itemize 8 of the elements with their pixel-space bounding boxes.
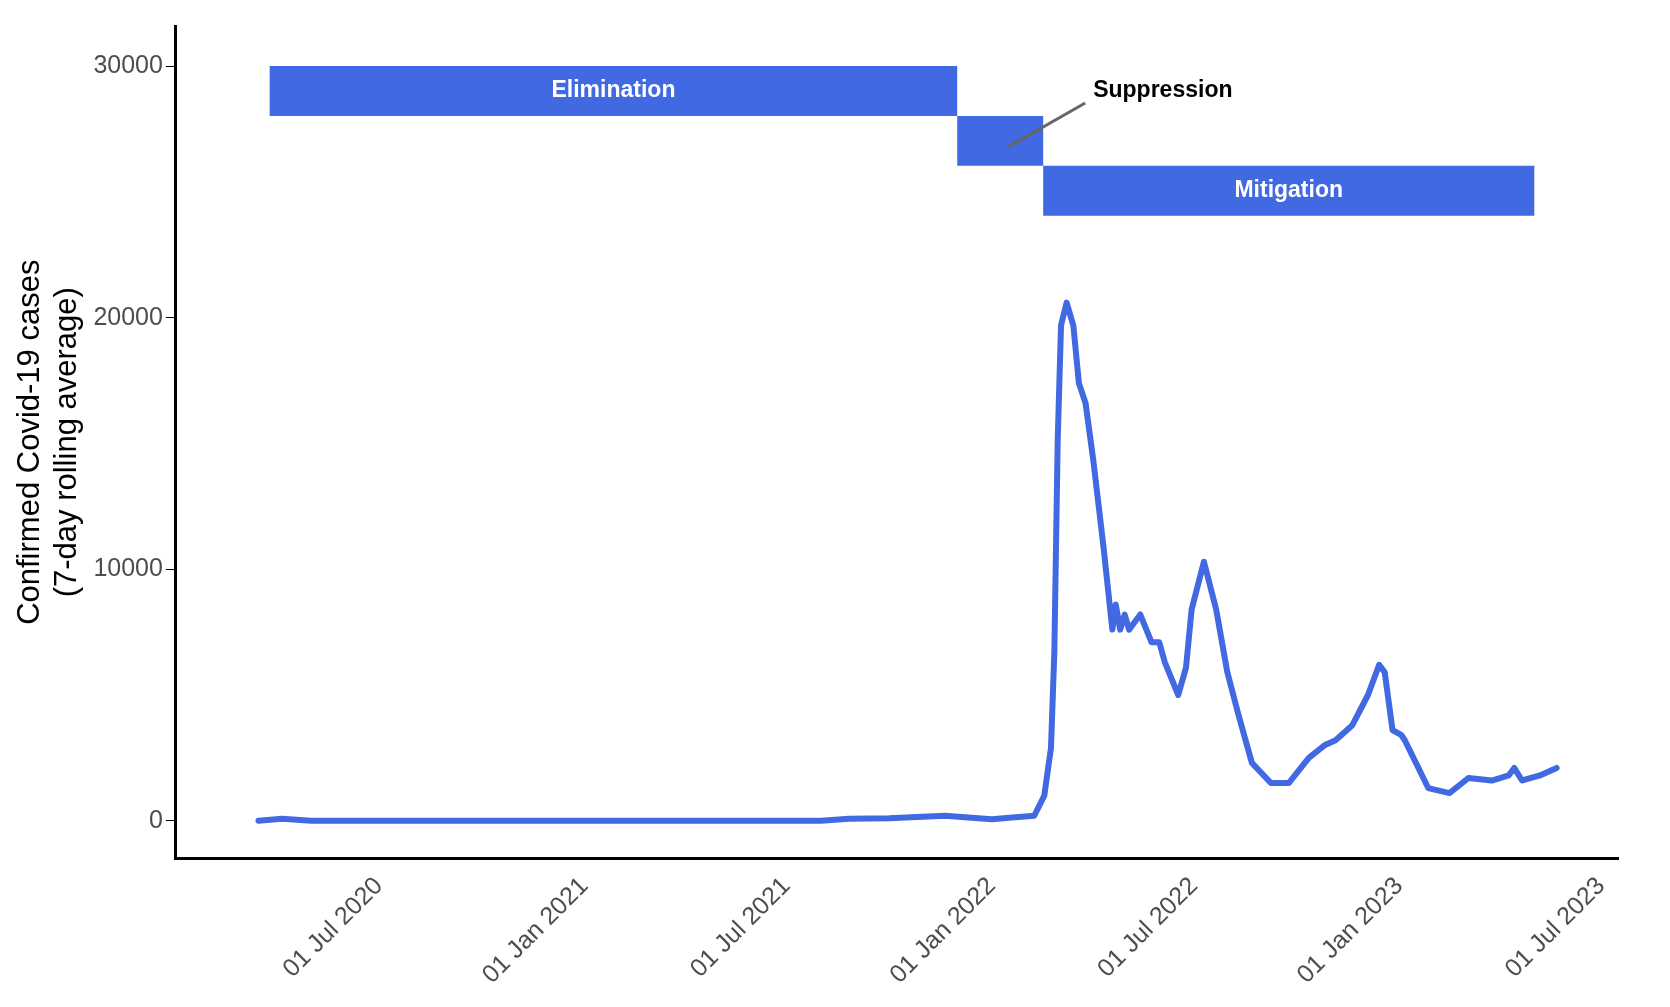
y-tick-label: 0	[149, 804, 163, 833]
y-tick-label: 30000	[93, 50, 163, 79]
y-tick-label: 10000	[93, 553, 163, 582]
y-tick-label: 20000	[93, 301, 163, 330]
band-label: Mitigation	[1234, 176, 1344, 203]
y-axis-title: Confirmed Covid-19 cases (7-day rolling average)	[11, 259, 84, 625]
band-label: Suppression	[1093, 76, 1233, 103]
band-label: Elimination	[551, 76, 676, 103]
